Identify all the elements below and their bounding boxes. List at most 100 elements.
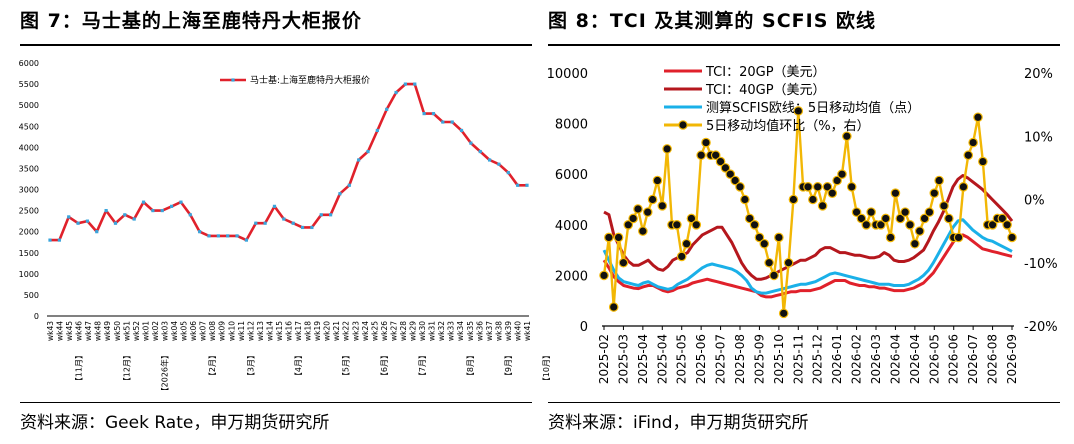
right-series-point bbox=[618, 257, 629, 268]
right-y-right-tick-label: 0% bbox=[1024, 194, 1045, 209]
right-series-point bbox=[910, 238, 920, 249]
left-y-tick-label: 4000 bbox=[19, 143, 39, 152]
right-y-right-tick-label: 20% bbox=[1024, 67, 1053, 82]
right-series-point bbox=[676, 251, 687, 262]
left-series-point bbox=[207, 234, 211, 238]
right-series-point bbox=[647, 194, 658, 205]
right-x-tick-label: 2025-04 bbox=[636, 334, 650, 384]
left-x-tick-label: wk02 bbox=[151, 321, 160, 341]
left-series-point bbox=[188, 213, 192, 217]
right-series-point bbox=[759, 238, 770, 249]
left-x-tick-label: wk48 bbox=[94, 321, 103, 341]
right-series-point bbox=[851, 207, 862, 217]
right-series-point bbox=[613, 232, 624, 243]
left-series-point bbox=[328, 213, 333, 217]
right-series-point bbox=[725, 169, 736, 179]
right-series-point bbox=[730, 175, 740, 186]
left-series-point bbox=[291, 221, 295, 225]
right-series-point bbox=[774, 232, 784, 243]
left-x-tick-label: wk07 bbox=[199, 321, 208, 341]
left-x-tick-label: wk28 bbox=[399, 321, 408, 341]
right-x-tick-label: 2026-01 bbox=[830, 334, 844, 384]
left-series-point bbox=[441, 120, 445, 124]
left-series-point bbox=[506, 171, 510, 175]
left-x-tick-label: wk21 bbox=[332, 321, 341, 341]
left-series-point bbox=[244, 238, 249, 242]
left-series-point bbox=[216, 234, 220, 238]
left-x-tick-label: wk11 bbox=[237, 321, 246, 341]
left-series-point bbox=[413, 82, 417, 86]
right-series-point bbox=[599, 270, 609, 281]
left-x-tick-label: wk38 bbox=[494, 321, 503, 341]
left-x-tick-label: wk20 bbox=[323, 321, 332, 341]
right-series-point bbox=[701, 137, 711, 148]
right-series-point bbox=[842, 131, 852, 142]
right-y-right-tick-label: -10% bbox=[1024, 257, 1058, 272]
right-legend-label: TCI：20GP（美元） bbox=[705, 65, 826, 80]
right-series-point bbox=[749, 220, 760, 230]
left-series-point bbox=[338, 192, 342, 196]
right-series-point bbox=[696, 150, 706, 161]
right-title-rule bbox=[548, 44, 1060, 46]
left-x-tick-label: wk13 bbox=[256, 321, 265, 341]
left-x-tick-label: wk49 bbox=[103, 321, 112, 341]
right-x-tick-label: 2026-08 bbox=[986, 334, 1000, 384]
left-x-tick-label: wk14 bbox=[265, 321, 274, 341]
left-x-tick-label: wk46 bbox=[75, 321, 84, 341]
left-y-tick-label: 0 bbox=[34, 312, 39, 321]
right-series-point bbox=[890, 188, 901, 198]
left-month-label: 【9月】 bbox=[504, 351, 513, 380]
right-x-tick-label: 2025-05 bbox=[675, 334, 689, 384]
right-x-tick-label: 2025-11 bbox=[791, 334, 805, 384]
left-series-point bbox=[422, 112, 426, 116]
right-series-point bbox=[919, 213, 930, 224]
left-series-point bbox=[95, 230, 99, 234]
right-y-right-tick-label: -20% bbox=[1024, 320, 1058, 335]
right-series-point bbox=[657, 201, 668, 211]
left-title-rule bbox=[20, 44, 532, 46]
left-x-tick-label: wk39 bbox=[504, 321, 513, 341]
right-series-point bbox=[642, 207, 653, 217]
left-month-label: 【6月】 bbox=[380, 351, 389, 380]
left-series-line bbox=[50, 82, 527, 242]
left-y-tick-label: 2500 bbox=[19, 207, 39, 216]
right-y-left-tick-label: 10000 bbox=[547, 67, 588, 82]
right-x-tick-label: 2025-07 bbox=[714, 334, 728, 384]
right-series-point bbox=[973, 112, 983, 123]
left-y-tick-label: 6000 bbox=[19, 59, 39, 68]
right-series-point bbox=[720, 163, 731, 173]
left-series-point bbox=[394, 90, 398, 95]
left-series-point bbox=[169, 204, 174, 208]
left-source: 资料来源：Geek Rate，申万期货研究所 bbox=[20, 413, 330, 433]
right-series-point bbox=[832, 175, 842, 186]
left-x-tick-label: wk16 bbox=[285, 321, 294, 341]
right-series-point bbox=[1007, 232, 1017, 243]
left-x-tick-label: wk41 bbox=[523, 321, 532, 341]
left-month-label: 【2月】 bbox=[208, 351, 217, 380]
right-series-point bbox=[885, 232, 896, 243]
left-x-tick-label: wk08 bbox=[208, 321, 217, 341]
right-y-right-tick-label: 10% bbox=[1024, 130, 1053, 145]
left-x-tick-label: wk19 bbox=[313, 321, 322, 341]
right-series-point bbox=[987, 220, 998, 230]
left-x-tick-label: wk27 bbox=[389, 321, 398, 341]
left-x-tick-label: wk18 bbox=[304, 321, 313, 341]
right-x-tick-label: 2026-03 bbox=[869, 334, 883, 384]
right-series-point bbox=[652, 175, 663, 186]
left-series-point bbox=[113, 221, 118, 225]
left-series-point bbox=[478, 149, 482, 154]
right-series-point bbox=[963, 150, 974, 161]
left-x-tick-label: wk22 bbox=[342, 321, 351, 341]
left-month-label: 【7月】 bbox=[418, 351, 427, 380]
left-x-tick-label: wk09 bbox=[218, 321, 227, 341]
left-series-point bbox=[226, 234, 230, 238]
left-series-point bbox=[375, 128, 379, 133]
right-series-point bbox=[929, 188, 940, 198]
right-series-point bbox=[662, 144, 672, 154]
right-series-point bbox=[900, 207, 910, 217]
left-series-point bbox=[403, 82, 408, 86]
right-series-point bbox=[905, 220, 915, 230]
right-series-point bbox=[895, 213, 906, 224]
right-x-tick-label: 2026-04 bbox=[888, 334, 902, 384]
